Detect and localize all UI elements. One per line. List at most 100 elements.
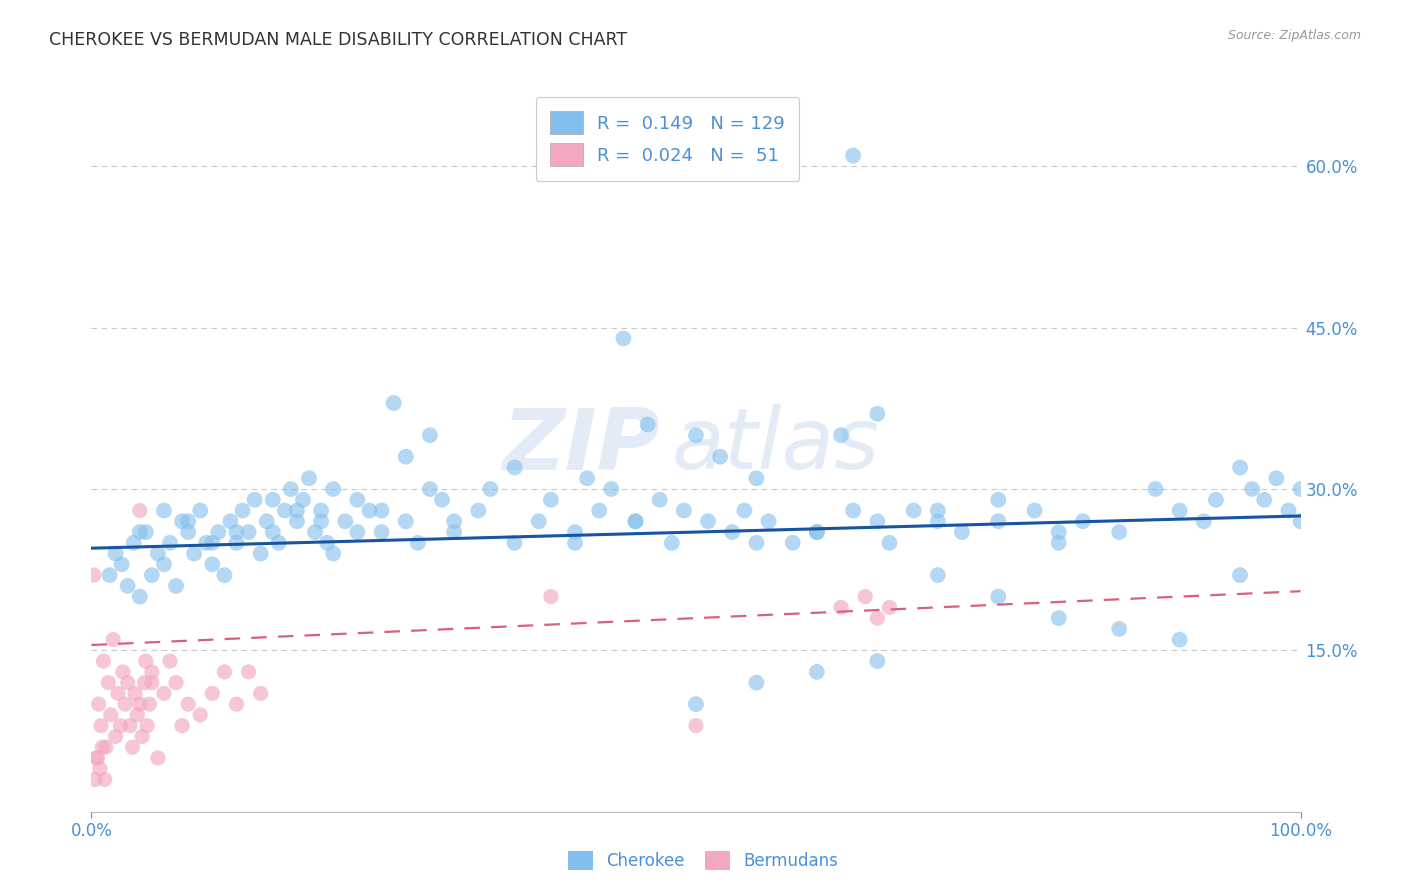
Point (225, 536, 247, 550)
Point (1071, 514, 1094, 528)
Point (927, 514, 949, 528)
Point (419, 428, 441, 442)
Point (304, 524, 326, 539)
Point (238, 524, 260, 539)
Point (141, 568, 163, 582)
Point (98, 568, 121, 582)
Point (1108, 622, 1130, 636)
Point (298, 471, 321, 485)
Point (927, 568, 949, 582)
Point (1108, 524, 1130, 539)
Point (243, 492, 266, 507)
Point (612, 331, 634, 345)
Point (291, 492, 314, 507)
Point (758, 514, 780, 528)
Point (93, 654, 115, 668)
Point (111, 558, 132, 572)
Point (177, 514, 200, 528)
Point (309, 503, 332, 517)
Point (987, 514, 1010, 528)
Point (121, 740, 143, 755)
Point (1047, 611, 1070, 625)
Point (138, 697, 160, 711)
Point (866, 514, 889, 528)
Point (256, 514, 278, 528)
Point (90, 719, 112, 733)
Point (114, 697, 136, 711)
Point (165, 579, 187, 593)
Point (322, 482, 344, 496)
Point (316, 536, 339, 550)
Point (903, 503, 925, 517)
Point (165, 675, 187, 690)
Point (527, 514, 550, 528)
Point (685, 428, 707, 442)
Point (443, 514, 465, 528)
Point (406, 536, 429, 550)
Point (214, 665, 236, 679)
Point (346, 524, 368, 539)
Point (672, 503, 695, 517)
Point (219, 514, 242, 528)
Point (806, 524, 828, 539)
Point (1289, 514, 1312, 528)
Point (866, 654, 889, 668)
Point (128, 503, 150, 517)
Point (370, 524, 392, 539)
Point (201, 536, 224, 550)
Point (419, 482, 441, 496)
Point (135, 524, 157, 539)
Point (117, 579, 139, 593)
Point (285, 503, 308, 517)
Point (183, 547, 205, 561)
Point (153, 558, 176, 572)
Point (207, 524, 229, 539)
Point (576, 471, 599, 485)
Point (172, 514, 194, 528)
Point (159, 654, 181, 668)
Point (1265, 471, 1288, 485)
Point (1024, 503, 1046, 517)
Point (503, 460, 526, 475)
Point (1047, 524, 1070, 539)
Point (122, 536, 145, 550)
Point (141, 665, 163, 679)
Point (153, 503, 176, 517)
Legend: R =  0.149   N = 129, R =  0.024   N =  51: R = 0.149 N = 129, R = 0.024 N = 51 (536, 96, 799, 181)
Point (104, 730, 127, 744)
Legend: Cherokee, Bermudans: Cherokee, Bermudans (561, 844, 845, 877)
Point (540, 590, 562, 604)
Point (225, 524, 247, 539)
Point (853, 590, 876, 604)
Point (648, 492, 671, 507)
Point (188, 707, 211, 722)
Point (927, 503, 949, 517)
Text: atlas: atlas (672, 404, 880, 488)
Point (177, 697, 200, 711)
Point (262, 492, 284, 507)
Point (238, 665, 260, 679)
Point (370, 503, 392, 517)
Point (842, 503, 865, 517)
Point (107, 686, 129, 700)
Point (249, 686, 271, 700)
Point (950, 524, 973, 539)
Point (600, 482, 623, 496)
Point (745, 536, 768, 550)
Point (128, 697, 150, 711)
Point (1289, 482, 1312, 496)
Point (395, 514, 418, 528)
Point (159, 536, 181, 550)
Point (709, 450, 731, 464)
Point (1205, 492, 1227, 507)
Point (177, 524, 200, 539)
Point (285, 514, 308, 528)
Point (201, 686, 224, 700)
Point (987, 590, 1010, 604)
Point (335, 514, 357, 528)
Point (274, 503, 297, 517)
Point (262, 524, 284, 539)
Point (1241, 482, 1264, 496)
Point (134, 675, 156, 690)
Point (111, 665, 134, 679)
